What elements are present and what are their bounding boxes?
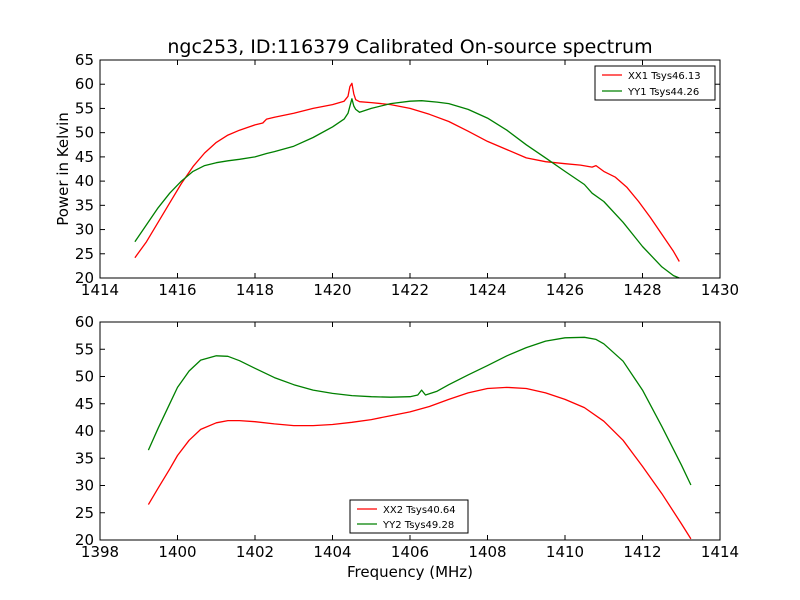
axis-ticks-bottom: 1398 1400 1402 1404 1406 1408 1410 1412 1414 20 25…: [75, 313, 739, 561]
legend-label-yy2: YY2 Tsys49.28: [382, 520, 454, 531]
x-axis-label-bottom: Frequency (MHz): [347, 563, 473, 581]
y-tick-label: 35: [75, 196, 94, 214]
legend-box-top: [594, 65, 716, 101]
y-tick-label: 40: [75, 172, 94, 190]
series-lines-bottom: [147, 336, 692, 540]
legend-top: XX1 Tsys46.13 YY1 Tsys44.26: [594, 65, 716, 101]
x-tick-label: 1430: [701, 281, 739, 299]
series-line-bottom-1: [147, 386, 692, 540]
y-tick-label: 25: [75, 245, 94, 263]
axes-frame-bottom: [99, 321, 721, 541]
x-tick-label: 1408: [468, 543, 506, 561]
x-tick-label: 1404: [313, 543, 351, 561]
series-lines-top: [134, 82, 680, 279]
x-tick-label: 1398: [81, 543, 119, 561]
y-tick-label: 55: [75, 99, 94, 117]
series-line-top-2: [134, 98, 680, 279]
legend-label-xx1: XX1 Tsys46.13: [628, 71, 701, 82]
x-tick-label: 1418: [236, 281, 274, 299]
chart-title: ngc253, ID:116379 Calibrated On-source s…: [167, 36, 652, 58]
x-tick-label: 1416: [158, 281, 196, 299]
legend-label-yy1: YY1 Tsys44.26: [627, 87, 699, 98]
y-tick-label: 60: [75, 313, 94, 331]
y-axis-label-top: Power in Kelvin: [54, 112, 72, 226]
x-tick-label: 1426: [546, 281, 584, 299]
series-line-top-1: [134, 82, 680, 262]
axes-frame-top: [99, 59, 721, 279]
legend-bottom: XX2 Tsys40.64 YY2 Tsys49.28: [349, 499, 469, 534]
subplot-top: 1414 1416 1418 1420 1422 1424 1426 1428 1430 20 25…: [54, 51, 739, 299]
x-tick-label: 1400: [158, 543, 196, 561]
y-tick-label: 50: [75, 368, 94, 386]
series-line-bottom-2: [147, 336, 692, 486]
legend-box-bottom: [349, 499, 469, 534]
y-tick-label: 35: [75, 449, 94, 467]
y-tick-label: 50: [75, 124, 94, 142]
x-tick-label: 1414: [81, 281, 119, 299]
x-tick-label: 1410: [546, 543, 584, 561]
y-tick-label: 45: [75, 148, 94, 166]
y-tick-label: 45: [75, 395, 94, 413]
y-tick-label: 30: [75, 477, 94, 495]
y-tick-label: 60: [75, 75, 94, 93]
y-tick-label: 25: [75, 504, 94, 522]
y-tick-label: 40: [75, 422, 94, 440]
x-tick-label: 1412: [623, 543, 661, 561]
y-tick-label: 20: [75, 531, 94, 549]
y-tick-label: 30: [75, 221, 94, 239]
subplot-bottom: 1398 1400 1402 1404 1406 1408 1410 1412 1414 20 25…: [75, 313, 739, 581]
x-tick-label: 1420: [313, 281, 351, 299]
x-tick-label: 1424: [468, 281, 506, 299]
x-tick-label: 1414: [701, 543, 739, 561]
x-tick-label: 1406: [391, 543, 429, 561]
x-tick-label: 1428: [623, 281, 661, 299]
x-tick-label: 1422: [391, 281, 429, 299]
y-tick-label: 20: [75, 269, 94, 287]
x-tick-label: 1402: [236, 543, 274, 561]
axis-ticks-top: 1414 1416 1418 1420 1422 1424 1426 1428 1430 20 25…: [75, 51, 739, 299]
legend-label-xx2: XX2 Tsys40.64: [383, 505, 456, 516]
y-tick-label: 65: [75, 51, 94, 69]
y-tick-label: 55: [75, 340, 94, 358]
